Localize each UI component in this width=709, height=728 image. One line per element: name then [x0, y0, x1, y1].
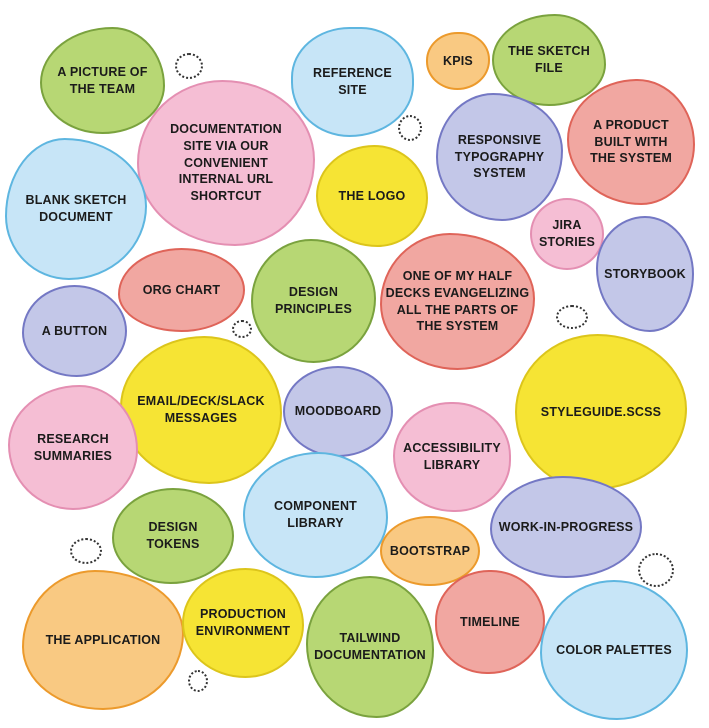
bubble-color-palettes: COLOR PALETTES [540, 580, 688, 720]
bubble-label: RESEARCH SUMMARIES [33, 431, 113, 463]
bubble-design-tokens: DESIGN TOKENS [112, 488, 234, 584]
bubble-label: MOODBOARD [294, 404, 382, 419]
bubble-the-application: THE APPLICATION [22, 570, 184, 710]
bubble-styleguide-scss: STYLEGUIDE.SCSS [515, 334, 687, 490]
bubble-reference-site: REFERENCE SITE [291, 27, 414, 137]
bubble-tailwind-documentation: TAILWIND DOCUMENTATION [306, 576, 434, 718]
bubble-a-button: A BUTTON [22, 285, 127, 377]
bubble-label: TAILWIND DOCUMENTATION [314, 631, 426, 662]
bubble-component-library: COMPONENT LIBRARY [243, 452, 388, 578]
bubble-label: ACCESSIBILITY LIBRARY [403, 441, 501, 472]
bubble-bootstrap: BOOTSTRAP [380, 516, 480, 586]
bubble-label: COMPONENT LIBRARY [273, 499, 358, 530]
bubble-label: THE SKETCH FILE [508, 44, 590, 75]
empty-dotted-circle [232, 320, 252, 338]
empty-dotted-circle [175, 53, 203, 79]
bubble-moodboard: MOODBOARD [283, 366, 393, 457]
bubble-label: COLOR PALETTES [556, 642, 672, 657]
bubble-label: ONE OF MY HALF DECKS EVANGELIZING ALL TH… [385, 268, 530, 334]
bubble-label: STORYBOOK [604, 266, 686, 281]
bubble-responsive-typography: RESPONSIVE TYPOGRAPHY SYSTEM [436, 93, 563, 221]
bubble-org-chart: ORG CHART [118, 248, 245, 332]
bubble-email-deck-slack: EMAIL/DECK/SLACK MESSAGES [120, 336, 282, 484]
bubble-jira-stories: JIRA STORIES [530, 198, 604, 270]
bubble-accessibility-library: ACCESSIBILITY LIBRARY [393, 402, 511, 512]
bubble-kpis: KPIS [426, 32, 490, 90]
bubble-label: STYLEGUIDE.SCSS [540, 404, 662, 419]
bubble-label: RESPONSIVE TYPOGRAPHY SYSTEM [454, 132, 545, 181]
bubble-label: ORG CHART [142, 282, 221, 297]
bubble-label: WORK-IN-PROGRESS [498, 519, 634, 534]
bubble-label: DESIGN PRINCIPLES [274, 285, 352, 316]
bubble-label: DOCUMENTATION SITE VIA OUR CONVENIENT IN… [170, 121, 282, 204]
empty-dotted-circle [638, 553, 674, 587]
bubble-label: EMAIL/DECK/SLACK MESSAGES [137, 394, 265, 425]
empty-dotted-circle [188, 670, 208, 692]
bubble-label: TIMELINE [460, 614, 520, 629]
bubble-label: A BUTTON [41, 323, 108, 338]
bubble-research-summaries: RESEARCH SUMMARIES [8, 385, 138, 510]
bubble-label: THE APPLICATION [45, 632, 161, 647]
bubble-the-logo: THE LOGO [316, 145, 428, 247]
empty-dotted-circle [556, 305, 588, 329]
bubble-documentation-site: DOCUMENTATION SITE VIA OUR CONVENIENT IN… [137, 80, 315, 246]
bubble-label: A PRODUCT BUILT WITH THE SYSTEM [590, 117, 672, 166]
bubble-sketch-file: THE SKETCH FILE [492, 14, 606, 106]
bubble-work-in-progress: WORK-IN-PROGRESS [490, 476, 642, 578]
bubble-label: BLANK SKETCH DOCUMENT [25, 193, 127, 224]
bubble-picture-of-team: A PICTURE OF THE TEAM [40, 27, 165, 134]
bubble-label: THE LOGO [338, 188, 406, 203]
bubble-blank-sketch-document: BLANK SKETCH DOCUMENT [5, 138, 147, 280]
bubble-label: REFERENCE SITE [313, 66, 392, 97]
bubble-production-environment: PRODUCTION ENVIRONMENT [182, 568, 304, 678]
bubble-label: KPIS [443, 53, 473, 68]
bubble-label: PRODUCTION ENVIRONMENT [195, 607, 291, 638]
bubble-half-decks: ONE OF MY HALF DECKS EVANGELIZING ALL TH… [380, 233, 535, 370]
bubble-timeline: TIMELINE [435, 570, 545, 674]
empty-dotted-circle [398, 115, 422, 141]
bubble-label: A PICTURE OF THE TEAM [57, 64, 148, 96]
empty-dotted-circle [70, 538, 102, 564]
bubble-label: JIRA STORIES [538, 218, 596, 249]
bubble-design-principles: DESIGN PRINCIPLES [251, 239, 376, 363]
bubble-label: DESIGN TOKENS [146, 520, 200, 551]
bubble-product-built: A PRODUCT BUILT WITH THE SYSTEM [567, 79, 695, 205]
bubble-storybook: STORYBOOK [596, 216, 694, 332]
bubble-label: BOOTSTRAP [389, 543, 471, 558]
